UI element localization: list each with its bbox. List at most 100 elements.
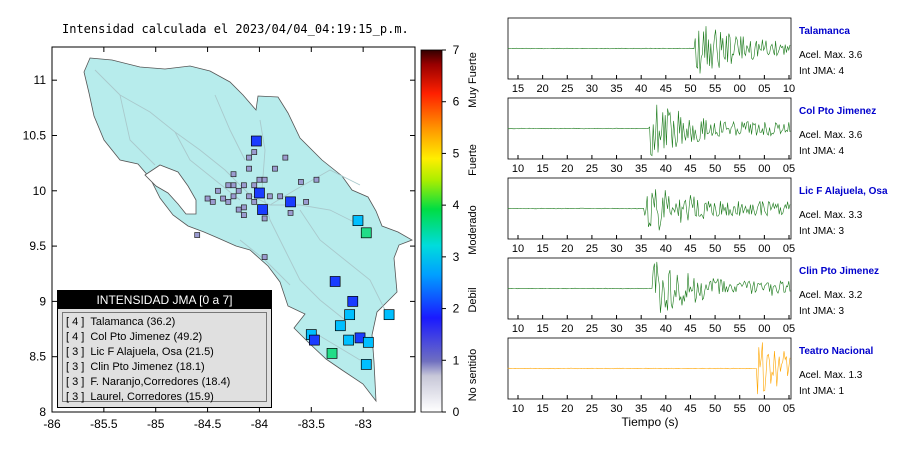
minor-station-marker	[235, 187, 242, 194]
minor-station-marker	[277, 193, 284, 200]
minor-station-marker	[209, 198, 216, 205]
jma-intensity: Int JMA: 3	[799, 226, 844, 237]
time-tick-label: 20	[561, 403, 573, 415]
time-tick-label: 05	[783, 243, 795, 255]
colorbar-category-label: Fuerte	[467, 144, 479, 176]
lat-tick-label: 11	[34, 73, 47, 87]
time-tick-label: 25	[586, 243, 598, 255]
minor-station-marker	[246, 154, 252, 161]
colorbar-tick-label: 7	[453, 43, 460, 57]
station-marker	[360, 227, 372, 239]
legend-item-level: [ 3 ]	[66, 391, 85, 403]
time-tick-label: 10	[512, 403, 524, 415]
legend-item-level: [ 3 ]	[66, 376, 85, 388]
lat-tick-label: 10	[33, 184, 47, 198]
time-tick-label: 00	[734, 83, 746, 95]
colorbar-tick-label: 2	[453, 302, 460, 316]
station-marker	[326, 348, 338, 359]
minor-station-marker	[251, 182, 258, 189]
time-tick-label: 45	[684, 323, 696, 335]
time-tick-label: 40	[660, 403, 672, 415]
minor-station-marker	[303, 198, 309, 205]
legend-item-station: F. Naranjo,Corredores (18.4)	[90, 376, 231, 388]
minor-station-marker	[230, 182, 237, 189]
legend-item: [ 3 ] Laurel, Corredores (15.9)	[66, 390, 263, 405]
minor-station-marker	[256, 176, 263, 183]
minor-station-marker	[261, 176, 268, 183]
max-acceleration: Acel. Max. 1.3	[799, 370, 863, 381]
legend-item: [ 3 ] Lic F Alajuela, Osa (21.5)	[66, 345, 263, 360]
time-tick-label: 00	[758, 163, 770, 175]
max-acceleration: Acel. Max. 3.2	[799, 290, 863, 301]
legend-title: INTENSIDAD JMA [0 a 7]	[58, 291, 271, 309]
time-tick-label: 10	[512, 243, 524, 255]
time-tick-label: 05	[783, 323, 795, 335]
time-tick-label: 30	[610, 163, 622, 175]
minor-station-marker	[261, 215, 268, 222]
time-tick-label: 20	[561, 323, 573, 335]
lon-tick-label: -84	[251, 417, 269, 431]
jma-intensity: Int JMA: 4	[799, 66, 844, 77]
time-tick-label: 50	[709, 323, 721, 335]
legend-item-station: Talamanca (36.2)	[90, 316, 176, 328]
minor-station-marker	[230, 171, 237, 178]
legend-item-station: Col Pto Jimenez (49.2)	[90, 331, 203, 343]
minor-station-marker	[241, 182, 247, 189]
costa-rica-landmass	[83, 57, 413, 403]
waveform	[507, 189, 791, 231]
waveform	[507, 261, 791, 313]
lon-tick-label: -84.5	[194, 417, 222, 431]
station-marker	[329, 276, 341, 287]
time-tick-label: 45	[684, 243, 696, 255]
minor-station-marker	[235, 206, 242, 213]
time-tick-label: 15	[537, 323, 549, 335]
time-tick-label: 30	[610, 323, 622, 335]
minor-station-marker	[313, 176, 320, 183]
time-tick-label: 40	[635, 83, 647, 95]
trace-panel: 10 15 20 25 30 35 40 45 50 55 00 05 Lic F Alajuela, …	[507, 177, 888, 255]
colorbar-tick-label: 3	[453, 250, 460, 264]
legend-item: [ 3 ] Clin Pto Jimenez (18.1)	[66, 360, 263, 375]
minor-station-marker	[241, 212, 247, 218]
time-tick-label: 40	[660, 323, 672, 335]
trace-panel: 15 20 25 30 35 40 45 50 55 00 05 10 Talamanca Acel. M…	[507, 17, 863, 95]
time-tick-label: 20	[561, 243, 573, 255]
time-tick-label: 55	[734, 403, 746, 415]
minor-station-marker	[230, 193, 237, 200]
time-tick-label: 15	[537, 163, 549, 175]
station-marker	[347, 296, 359, 307]
time-tick-label: 40	[660, 163, 672, 175]
time-tick-label: 35	[635, 163, 647, 175]
jma-intensity: Int JMA: 4	[799, 146, 844, 157]
time-tick-label: 15	[537, 403, 549, 415]
lon-tick-label: -85	[147, 417, 165, 431]
legend-item-level: [ 3 ]	[66, 346, 85, 358]
time-tick-label: 35	[610, 83, 622, 95]
time-tick-label: 15	[512, 83, 524, 95]
time-tick-label: 20	[561, 163, 573, 175]
time-tick-label: 55	[734, 243, 746, 255]
legend-item: [ 3 ] F. Naranjo,Corredores (18.4)	[66, 375, 263, 390]
time-tick-label: 50	[709, 163, 721, 175]
minor-station-marker	[287, 210, 294, 216]
station-marker	[352, 215, 364, 227]
trace-panel: 10 15 20 25 30 35 40 45 50 55 00 05 Clin Pto Jimenez…	[507, 257, 879, 335]
minor-station-marker	[266, 193, 273, 200]
station-marker	[360, 359, 372, 370]
station-marker	[257, 204, 268, 215]
colorbar-category-label: Debil	[467, 287, 479, 312]
intensity-legend: INTENSIDAD JMA [0 a 7] [ 4 ] Talamanca (3…	[57, 290, 272, 408]
colorbar-tick-label: 4	[453, 198, 460, 212]
lat-tick-label: 8.5	[29, 350, 46, 364]
minor-station-marker	[251, 198, 258, 205]
colorbar-tick-label: 6	[453, 95, 460, 109]
time-tick-label: 00	[758, 323, 770, 335]
station-name: Col Pto Jimenez	[799, 106, 876, 117]
colorbar-category-label: No sentido	[467, 349, 479, 402]
station-marker	[362, 336, 374, 348]
legend-item: [ 4 ] Col Pto Jimenez (49.2)	[66, 330, 263, 345]
jma-intensity: Int JMA: 1	[799, 386, 844, 397]
minor-station-marker	[241, 204, 247, 211]
waveform	[507, 26, 791, 74]
map-title: Intensidad calculada el 2023/04/04_04:19…	[62, 22, 409, 36]
